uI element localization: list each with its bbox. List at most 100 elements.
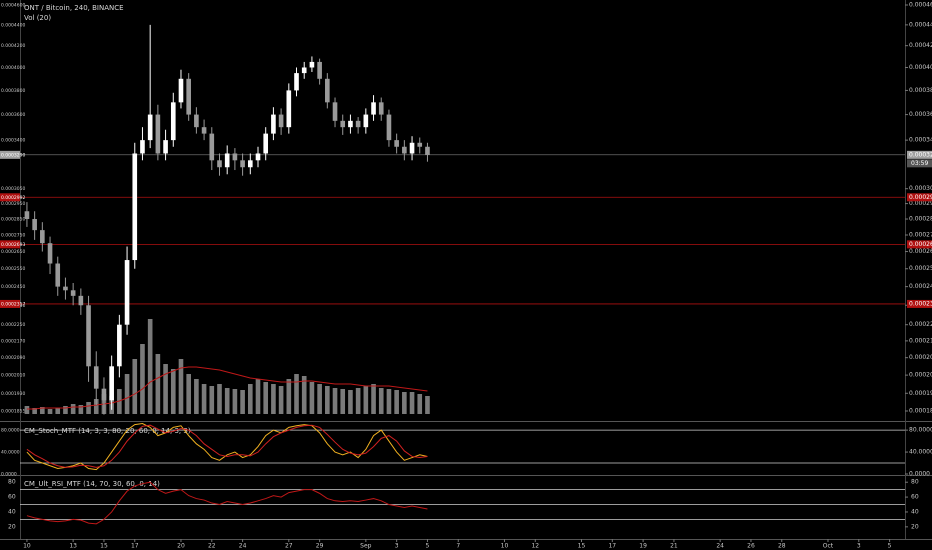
candle-body [63, 286, 68, 291]
candle-body [201, 127, 207, 134]
volume-bar [217, 384, 222, 414]
x-tick-label: 7 [456, 543, 460, 550]
x-tick-label: 20 [177, 543, 185, 550]
x-tick-label: 3 [395, 543, 399, 550]
volume-bar [402, 392, 407, 414]
countdown-box [907, 159, 932, 168]
last-price-label-left: 0.0003290 [1, 152, 25, 158]
y-tick-label-left: 0.0002450 [1, 284, 25, 290]
last-price-box-left [0, 150, 20, 159]
x-tick-label: 12 [531, 543, 539, 550]
candle-body [170, 102, 176, 141]
candle-body [70, 290, 76, 296]
candle-body [417, 142, 423, 147]
level-box [907, 299, 932, 308]
candle-body [155, 114, 161, 154]
rsi-tick-label-left: 20 [8, 523, 16, 530]
volume-bar [86, 402, 91, 414]
y-tick-label-left: 0.0002850 [1, 217, 25, 223]
level-label-left: 0.0002992 [1, 195, 25, 201]
volume-bar [163, 364, 168, 414]
candle-body [232, 153, 238, 161]
x-tick-label: 24 [716, 543, 724, 550]
volume-bar [170, 369, 176, 414]
candle-body [117, 324, 122, 367]
candle-body [332, 102, 338, 121]
y-tick-label: 0.0002650 [909, 248, 932, 255]
candle-body [140, 140, 145, 154]
volume-bar [232, 389, 238, 414]
candle-body [394, 140, 399, 147]
candle-body [363, 114, 369, 128]
y-tick-label: 0.0002950 [909, 200, 932, 207]
x-tick-label: 10 [501, 543, 509, 550]
rsi-tick-label: 40 [911, 508, 919, 515]
volume-bar [224, 388, 230, 414]
candle-body [101, 388, 107, 401]
candle-body [247, 160, 253, 168]
volume-bar [124, 374, 130, 414]
x-tick-label: 27 [285, 543, 293, 550]
x-tick-label: 17 [608, 543, 616, 550]
rsi-tick-label-left: 40 [8, 508, 16, 515]
volume-bar [355, 388, 361, 414]
candle-body [163, 140, 168, 154]
volume-bar [247, 384, 253, 414]
y-tick-label: 0.0002550 [909, 265, 932, 272]
candle-body [255, 153, 261, 161]
volume-bar [155, 354, 161, 414]
volume-bar [55, 408, 61, 414]
x-tick-label: 5 [426, 543, 430, 550]
volume-bar [325, 386, 330, 414]
y-tick-label-left: 0.0004200 [1, 43, 25, 49]
x-tick-label: 22 [208, 543, 216, 550]
level-box-left [0, 299, 20, 308]
x-tick-label: Oct [823, 543, 834, 550]
y-tick-label: 0.0002090 [909, 354, 932, 361]
volume-bar [332, 388, 338, 414]
level-box-left [0, 240, 20, 249]
volume-bar [32, 408, 37, 414]
volume-bar [309, 382, 315, 414]
volume-bar [425, 396, 430, 414]
candle-body [348, 120, 353, 128]
volume-bar [40, 407, 45, 414]
candle-body [325, 78, 330, 103]
candle-body [32, 219, 37, 231]
y-tick-label: 0.0003800 [909, 87, 932, 94]
y-tick-label-left: 0.0004000 [1, 65, 25, 71]
volume-bar [255, 379, 261, 414]
candle-body [240, 160, 245, 168]
candle-body [86, 305, 91, 367]
volume-bar [394, 390, 399, 414]
rsi-tick-label: 20 [911, 523, 919, 530]
candle-body [186, 78, 191, 115]
level-label: 0.0002357 [909, 300, 932, 307]
x-tick-label: 19 [639, 543, 647, 550]
y-tick-label-left: 0.0002750 [1, 232, 25, 238]
x-tick-label: Sep [360, 543, 372, 550]
rsi-tick-label: 80 [911, 479, 919, 486]
x-tick-label: 21 [670, 543, 678, 550]
y-tick-label: 0.0004600 [909, 2, 932, 9]
y-tick-label-left: 0.0002550 [1, 266, 25, 272]
candle-body [425, 146, 430, 155]
x-tick-label: 5 [888, 543, 892, 550]
candle-body [178, 78, 184, 103]
volume-bar [240, 390, 245, 414]
y-tick-label: 0.0002250 [909, 321, 932, 328]
x-tick-label: 15 [578, 543, 586, 550]
candle-body [40, 230, 45, 244]
volume-bar [417, 394, 423, 414]
volume-bar [78, 405, 84, 414]
y-tick-label-left: 0.0001855 [1, 409, 25, 415]
y-tick-label-left: 0.0002250 [1, 322, 25, 328]
y-tick-label-left: 0.0003400 [1, 138, 25, 144]
x-tick-label: 24 [239, 543, 247, 550]
candle-body [271, 114, 276, 134]
volume-bar [186, 374, 191, 414]
candle-body [224, 153, 230, 168]
y-tick-label: 0.0002450 [909, 283, 932, 290]
volume-bar [178, 359, 184, 414]
